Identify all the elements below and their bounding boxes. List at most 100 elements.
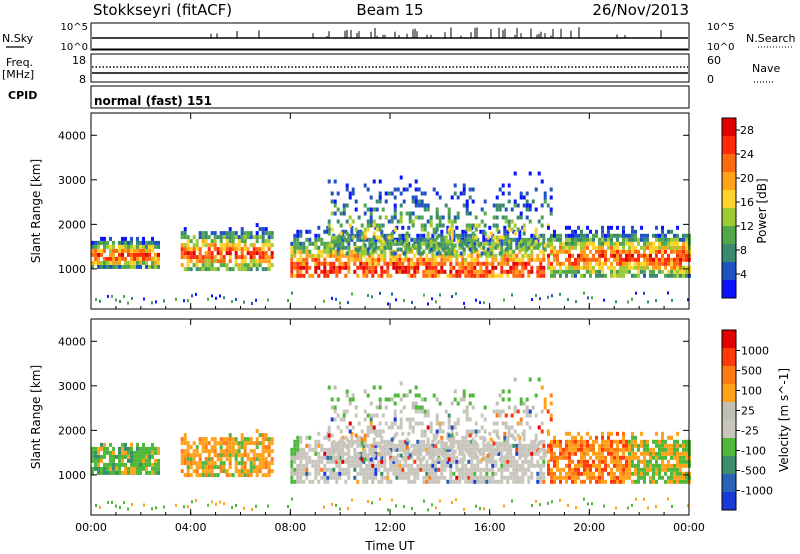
power-echo-cell: [549, 195, 553, 200]
velocity-echo-cell: [357, 453, 361, 458]
velocity-echo-cell: [420, 397, 424, 402]
power-echo-cell: [676, 245, 679, 250]
velocity-echo-cell: [634, 443, 637, 448]
power-echo-cell: [326, 249, 330, 254]
velocity-echo-cell: [207, 469, 211, 474]
power-echo-cell: [365, 265, 369, 270]
power-echo-cell: [518, 257, 522, 262]
power-echo-cell: [204, 239, 208, 244]
velocity-echo-cell: [589, 435, 592, 440]
velocity-echo-cell: [428, 475, 432, 480]
velocity-echo-cell: [231, 473, 235, 478]
power-echo-cell: [362, 265, 366, 270]
power-echo-cell: [462, 239, 466, 244]
velocity-echo-cell: [476, 475, 480, 480]
power-echo-cell: [323, 229, 327, 234]
velocity-echo-cell: [533, 439, 537, 444]
power-echo-cell: [435, 223, 439, 228]
velocity-echo-cell: [431, 455, 435, 460]
velocity-echo-cell: [422, 439, 426, 444]
power-echo-cell: [296, 257, 300, 262]
power-echo-cell: [332, 249, 336, 254]
power-echo-cell: [393, 187, 397, 192]
power-echo-cell: [332, 269, 336, 274]
power-echo-cell: [186, 243, 190, 248]
velocity-echo-cell: [384, 421, 388, 426]
velocity-echo-cell: [652, 439, 655, 444]
power-echo-cell: [371, 257, 375, 262]
power-echo-cell: [201, 231, 205, 236]
velocity-echo-cell: [261, 437, 265, 442]
power-echo-cell: [299, 265, 303, 270]
velocity-echo-cell: [348, 421, 352, 426]
velocity-echo-cell: [258, 453, 262, 458]
power-echo-cell: [345, 219, 349, 224]
velocity-echo-cell: [428, 455, 432, 460]
velocity-echo-cell: [264, 473, 268, 478]
velocity-echo-cell: [515, 459, 519, 464]
velocity-echo-cell: [186, 473, 190, 478]
velocity-echo-cell: [622, 479, 625, 484]
power-echo-cell: [398, 265, 402, 270]
power-echo-cell: [507, 223, 511, 228]
velocity-echo-cell: [459, 457, 463, 462]
power-echo-cell: [428, 273, 432, 278]
velocity-echo-cell: [414, 405, 418, 410]
power-echo-cell: [405, 235, 409, 240]
velocity-xtick-label: 16:00: [474, 521, 506, 534]
power-echo-cell: [389, 257, 393, 262]
velocity-echo-cell: [407, 447, 411, 452]
power-colorbar-segment: [722, 280, 736, 299]
power-echo-cell: [559, 292, 561, 296]
velocity-echo-cell: [302, 455, 306, 460]
power-echo-cell: [293, 261, 297, 266]
power-echo-cell: [468, 187, 472, 192]
velocity-echo-cell: [264, 449, 268, 454]
velocity-echo-cell: [341, 443, 345, 448]
velocity-echo-cell: [622, 443, 625, 448]
velocity-echo-cell: [661, 443, 664, 448]
velocity-echo-cell: [109, 442, 112, 447]
power-echo-cell: [542, 273, 546, 278]
power-echo-cell: [524, 261, 528, 266]
velocity-echo-cell: [631, 471, 634, 476]
power-echo-cell: [302, 273, 306, 278]
velocity-echo-cell: [559, 455, 562, 460]
power-echo-cell: [240, 263, 244, 268]
velocity-echo-cell: [556, 439, 559, 444]
power-echo-cell: [234, 259, 238, 264]
velocity-echo-cell: [503, 475, 507, 480]
power-echo-cell: [506, 261, 510, 266]
power-echo-cell: [571, 261, 574, 266]
power-echo-cell: [296, 269, 300, 274]
power-echo-cell: [449, 269, 453, 274]
velocity-echo-cell: [151, 454, 154, 459]
power-echo-cell: [201, 243, 205, 248]
velocity-echo-cell: [299, 479, 303, 484]
velocity-echo-cell: [163, 505, 165, 509]
velocity-echo-cell: [479, 471, 483, 476]
velocity-echo-cell: [183, 461, 187, 466]
power-echo-cell: [661, 257, 664, 262]
velocity-echo-cell: [676, 443, 679, 448]
power-echo-cell: [252, 235, 256, 240]
velocity-echo-cell: [240, 465, 244, 470]
power-echo-cell: [495, 223, 499, 228]
power-echo-cell: [327, 223, 331, 228]
velocity-echo-cell: [365, 467, 369, 472]
power-echo-cell: [429, 219, 433, 224]
power-echo-cell: [513, 223, 517, 228]
velocity-echo-cell: [568, 439, 571, 444]
velocity-echo-cell: [127, 458, 130, 463]
velocity-echo-cell: [363, 409, 367, 414]
velocity-echo-cell: [485, 459, 489, 464]
power-echo-cell: [207, 263, 211, 268]
velocity-echo-cell: [228, 465, 232, 470]
velocity-echo-cell: [213, 461, 217, 466]
velocity-echo-cell: [338, 447, 342, 452]
velocity-echo-cell: [491, 475, 495, 480]
power-echo-cell: [387, 243, 391, 248]
velocity-echo-cell: [112, 450, 115, 455]
power-echo-cell: [495, 235, 499, 240]
